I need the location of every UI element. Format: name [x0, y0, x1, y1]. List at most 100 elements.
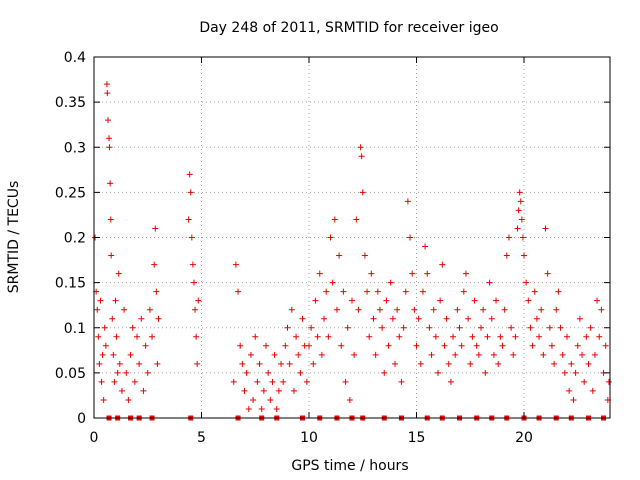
- data-point: [515, 207, 522, 214]
- data-point: [295, 351, 302, 358]
- data-point: [121, 306, 128, 313]
- data-point: [107, 180, 114, 187]
- data-point: [153, 288, 160, 295]
- data-point: [195, 297, 202, 304]
- data-point: [581, 378, 588, 385]
- data-point: [185, 216, 192, 223]
- y-tick-label: 0.4: [64, 50, 86, 66]
- data-point: [243, 369, 250, 376]
- data-point: [349, 297, 355, 304]
- y-axis-label: SRMTID / TECUs: [6, 181, 22, 294]
- data-point: [241, 387, 248, 394]
- data-point: [402, 288, 409, 295]
- data-point: [505, 234, 512, 241]
- data-point: [188, 234, 195, 241]
- y-tick-label: 0.3: [64, 140, 86, 156]
- data-point: [193, 333, 200, 340]
- data-point: [570, 396, 577, 403]
- data-point: [142, 342, 149, 349]
- data-point: [186, 171, 193, 178]
- data-point: [342, 378, 349, 385]
- data-point: [154, 360, 161, 367]
- data-point: [428, 351, 435, 358]
- x-tick-label: 20: [515, 430, 533, 446]
- data-point: [237, 342, 244, 349]
- data-point: [572, 369, 579, 376]
- data-point: [232, 261, 239, 268]
- data-point: [138, 315, 145, 322]
- data-point: [452, 351, 459, 358]
- data-point: [265, 369, 272, 376]
- x-tick-label: 5: [197, 430, 206, 446]
- data-point: [538, 306, 545, 313]
- data-point: [344, 324, 351, 331]
- data-point: [325, 333, 332, 340]
- data-point: [359, 189, 366, 196]
- data-point: [111, 378, 118, 385]
- data-point: [381, 369, 388, 376]
- data-point: [605, 378, 612, 385]
- data-point: [113, 333, 120, 340]
- data-point: [152, 225, 159, 232]
- data-point: [445, 360, 452, 367]
- data-point: [144, 369, 151, 376]
- data-point: [358, 153, 365, 160]
- data-point: [517, 198, 524, 205]
- data-point: [462, 270, 469, 277]
- data-point: [525, 297, 532, 304]
- data-point: [280, 378, 287, 385]
- data-point: [555, 288, 562, 295]
- data-point: [495, 360, 502, 367]
- data-point: [252, 333, 259, 340]
- data-point: [392, 360, 398, 367]
- data-point: [155, 315, 162, 322]
- data-point: [409, 270, 416, 277]
- data-point: [559, 351, 566, 358]
- x-axis-label: GPS time / hours: [291, 458, 408, 474]
- data-point: [273, 405, 280, 412]
- data-point: [263, 342, 269, 349]
- x-tick-label: 0: [90, 430, 99, 446]
- data-point: [426, 324, 433, 331]
- data-point: [192, 306, 199, 313]
- data-point: [533, 315, 540, 322]
- data-point: [136, 360, 143, 367]
- data-point: [116, 360, 123, 367]
- data-point: [585, 360, 592, 367]
- data-point: [398, 378, 405, 385]
- y-tick-label: 0.2: [64, 231, 86, 247]
- data-point: [275, 387, 282, 394]
- data-point: [370, 315, 377, 322]
- data-point: [327, 234, 334, 241]
- data-point: [351, 351, 358, 358]
- data-point: [127, 351, 134, 358]
- data-point: [94, 306, 101, 313]
- data-point: [110, 351, 117, 358]
- data-point: [102, 342, 109, 349]
- data-point: [521, 252, 527, 259]
- data-point: [239, 360, 246, 367]
- data-point: [404, 198, 411, 205]
- data-point: [497, 333, 504, 340]
- data-point: [387, 279, 394, 286]
- data-point: [140, 387, 147, 394]
- data-point: [475, 351, 482, 358]
- data-point: [187, 189, 194, 196]
- data-point: [282, 342, 289, 349]
- data-point: [284, 324, 291, 331]
- data-point: [254, 378, 261, 385]
- y-tick-label: 0.05: [55, 366, 86, 382]
- data-point: [321, 315, 328, 322]
- data-point: [490, 351, 497, 358]
- data-point: [529, 342, 536, 349]
- data-point: [131, 378, 138, 385]
- data-point: [151, 261, 158, 268]
- y-tick-label: 0.1: [64, 321, 86, 337]
- data-point: [374, 288, 381, 295]
- data-point: [323, 288, 330, 295]
- data-point: [419, 288, 426, 295]
- data-point: [561, 369, 568, 376]
- data-point: [250, 396, 257, 403]
- data-point: [389, 315, 396, 322]
